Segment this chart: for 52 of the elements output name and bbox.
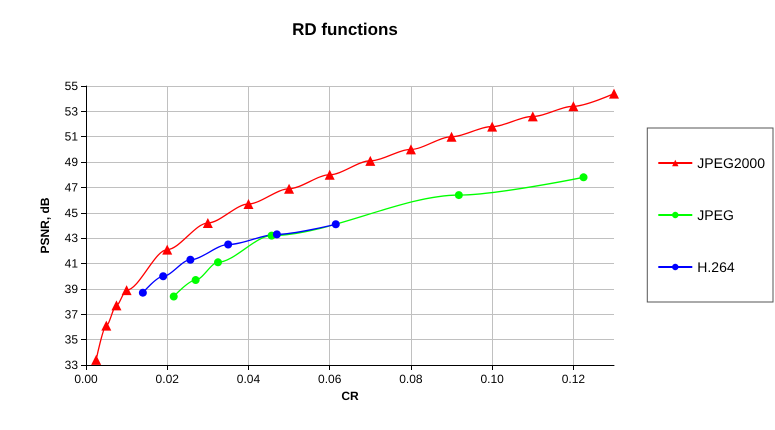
x-tick-label: 0.06 — [318, 372, 342, 386]
y-tick-label: 55 — [64, 79, 78, 93]
point — [170, 292, 178, 301]
y-tick-label: 49 — [64, 155, 78, 170]
point — [454, 191, 463, 200]
point — [122, 285, 132, 296]
point — [243, 198, 254, 209]
point — [224, 240, 232, 249]
point — [272, 230, 281, 238]
point — [186, 256, 194, 264]
x-tick-label: 0.04 — [236, 372, 260, 386]
point — [332, 220, 340, 228]
y-tick-label: 45 — [64, 206, 78, 220]
point — [101, 320, 112, 331]
y-tick-label: 35 — [64, 332, 78, 347]
point — [406, 144, 416, 154]
chart-title: RD functions — [292, 20, 398, 39]
point — [528, 111, 538, 122]
x-tick-label: 0.00 — [74, 372, 98, 386]
point — [365, 156, 376, 166]
y-tick-label: 51 — [64, 130, 78, 144]
point — [162, 244, 172, 255]
point — [324, 170, 335, 180]
y-tick-label: 47 — [64, 180, 78, 194]
y-tick-label: 41 — [64, 256, 78, 271]
point — [192, 276, 200, 284]
y-tick-label: 37 — [64, 307, 78, 322]
x-tick-label: 0.12 — [562, 372, 586, 386]
y-tick-label: 53 — [64, 104, 78, 118]
x-axis-title: CR — [341, 388, 359, 403]
y-tick-label: 43 — [64, 231, 78, 246]
point — [609, 88, 619, 99]
point — [580, 173, 588, 182]
point — [159, 272, 168, 280]
y-axis-title: PSNR, dB — [38, 197, 52, 254]
y-tick-label: 39 — [64, 282, 78, 296]
point — [202, 218, 213, 228]
x-tick-label: 0.02 — [156, 372, 180, 386]
point — [487, 122, 498, 132]
point — [111, 300, 122, 310]
legend-label: JPEG — [697, 207, 734, 223]
point — [91, 354, 102, 365]
y-tick-label: 33 — [64, 358, 78, 372]
point — [214, 258, 222, 266]
x-tick-label: 0.08 — [399, 372, 423, 386]
legend-label: JPEG2000 — [697, 155, 766, 171]
point — [568, 101, 578, 112]
point — [138, 288, 147, 297]
point — [284, 184, 294, 194]
legend-label: H.264 — [697, 259, 735, 275]
x-tick-label: 0.10 — [480, 372, 504, 386]
point — [446, 132, 457, 142]
